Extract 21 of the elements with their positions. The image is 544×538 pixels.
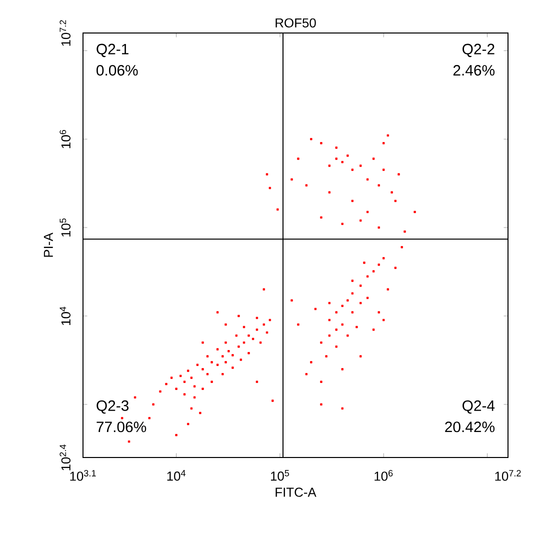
annotation: Q2-2 <box>462 44 494 58</box>
y-tick-label: 10$^{4}$ <box>60 306 70 325</box>
annotation: 77.06% <box>96 422 146 432</box>
y-axis-title: PI-A <box>44 232 53 257</box>
annotation: Q2-4 <box>462 400 495 414</box>
annotation: 2.46% <box>453 65 495 76</box>
x-tick-label: 10$^{6}$ <box>374 470 393 481</box>
x-tick-label: 10$^{3.1}$ <box>70 470 96 481</box>
x-tick-label: 10$^{4}$ <box>167 470 186 481</box>
y-tick-label: 10$^{6}$ <box>60 130 70 148</box>
annotation: 0.06% <box>96 65 138 76</box>
x-axis-title: FITC-A <box>276 488 316 497</box>
y-tick-label: 10$^{5}$ <box>60 218 70 237</box>
annotation: Q2-3 <box>96 400 129 414</box>
annotation: Q2-1 <box>96 44 128 58</box>
x-tick-label: 10$^{5}$ <box>270 470 290 481</box>
y-tick-label: 10$^{7.2}$ <box>60 20 70 46</box>
annotation: 20.42% <box>445 422 495 432</box>
x-tick-label: 10$^{7.2}$ <box>495 470 521 481</box>
y-tick-label: 10$^{2.4}$ <box>60 444 70 470</box>
chart-title: ROF50 <box>276 18 316 28</box>
